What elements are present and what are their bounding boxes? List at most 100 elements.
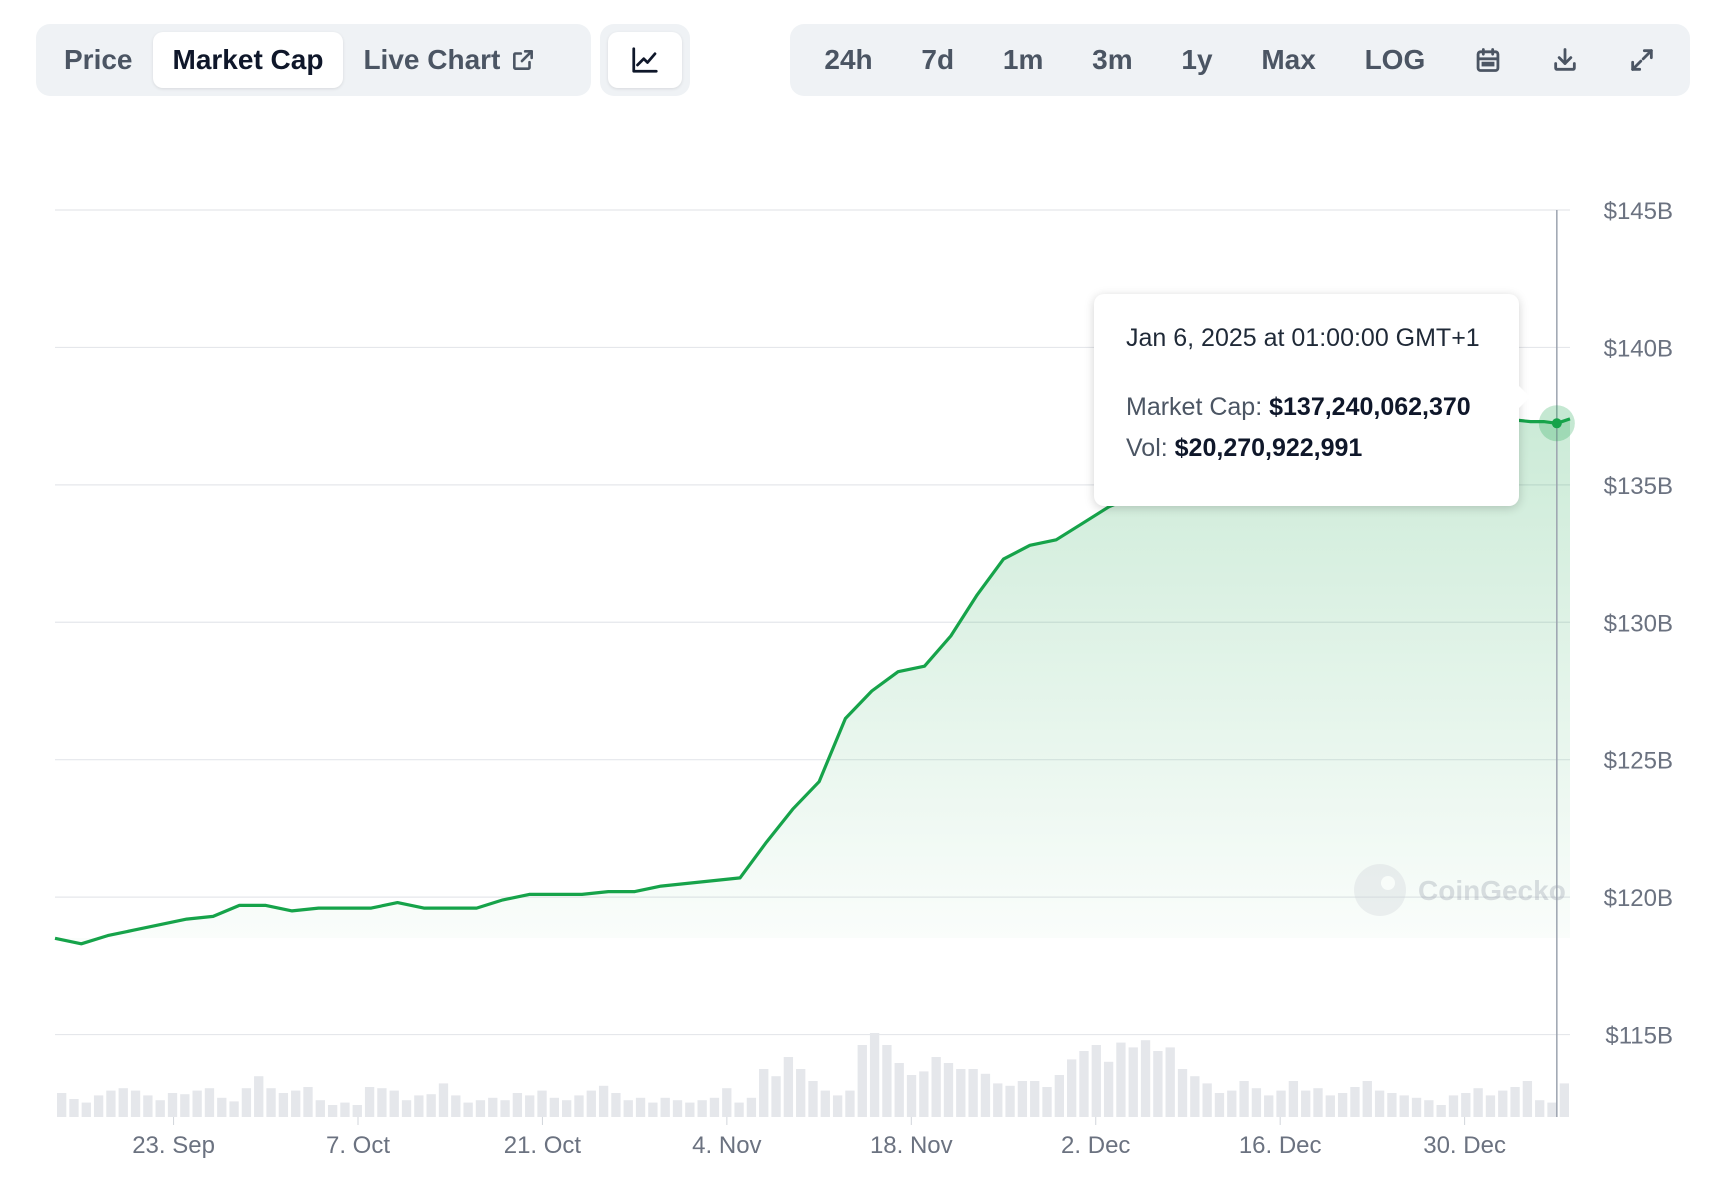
crosshair [1538,210,1575,1117]
volume-bar [167,1093,178,1117]
y-tick-label: $125B [1604,748,1673,775]
tooltip-vol-value: $20,270,922,991 [1174,434,1363,462]
tab-price-label: Price [64,44,133,75]
volume-bar [241,1088,252,1117]
volume-bar [1522,1081,1533,1117]
volume-bar [180,1094,190,1117]
y-tick-label: $145B [1604,198,1673,225]
volume-bar [69,1099,79,1117]
volume-bar [648,1102,658,1117]
tooltip-vol-label: Vol: [1126,434,1168,462]
line-chart-button[interactable] [608,32,682,88]
volume-bar [869,1033,880,1117]
volume-bar [660,1097,670,1117]
volume-bar [549,1097,559,1117]
volume-bar [857,1045,867,1117]
volume-bar [968,1069,978,1117]
range-24h-label: 24h [824,44,873,75]
range-1m-button[interactable]: 1m [989,32,1057,88]
range-7d-button[interactable]: 7d [907,32,968,88]
volume-bar [1030,1081,1040,1117]
volume-bar [956,1069,966,1117]
volume-bar [315,1100,325,1117]
volume-bar [598,1085,609,1117]
volume-bar [1424,1100,1434,1117]
y-tick-label: $130B [1604,610,1673,637]
volume-bar [1251,1088,1262,1117]
range-7d-label: 7d [921,44,955,75]
volume-bar [931,1057,941,1117]
fullscreen-button[interactable] [1614,32,1670,88]
range-max-button[interactable]: Max [1247,32,1329,88]
volume-bar [635,1097,646,1117]
volume-bar [1510,1087,1520,1117]
volume-bar [414,1095,424,1117]
volume-bar [783,1057,794,1117]
tab-price[interactable]: Price [44,32,153,88]
volume-bars [57,1033,1569,1117]
download-button[interactable] [1537,32,1593,88]
volume-bar [254,1076,264,1117]
tab-live-chart[interactable]: Live Chart [343,32,556,88]
range-24h-button[interactable]: 24h [810,32,886,88]
download-icon [1551,46,1579,74]
volume-bar [697,1100,707,1117]
volume-bar [340,1102,350,1117]
volume-bar [488,1097,498,1117]
tab-market-cap[interactable]: Market Cap [152,32,344,88]
volume-bar [1140,1040,1151,1117]
volume-bar [734,1102,744,1117]
range-toolbar: 24h 7d 1m 3m 1y Max LOG [790,24,1690,96]
volume-bar [1498,1090,1508,1117]
volume-bar [796,1069,806,1117]
chart-tooltip: Jan 6, 2025 at 01:00:00 GMT+1 Market Cap… [1094,294,1519,506]
volume-bar [980,1073,991,1117]
volume-bar [106,1090,116,1117]
volume-bar [1005,1085,1015,1117]
volume-bar [1448,1095,1459,1117]
volume-bar [586,1090,596,1117]
area-fill [55,418,1570,944]
volume-bar [1399,1095,1409,1117]
volume-bar [1128,1047,1138,1117]
volume-bar [229,1101,239,1117]
range-max-label: Max [1261,44,1316,75]
x-tick-label: 7. Oct [326,1132,390,1159]
volume-bar [808,1081,818,1117]
volume-bar [57,1093,67,1117]
x-tick-label: 23. Sep [132,1132,215,1159]
volume-bar [1411,1097,1422,1117]
x-tick-label: 30. Dec [1423,1132,1506,1159]
volume-bar [882,1045,892,1117]
volume-bar [118,1088,128,1117]
volume-bar [1079,1051,1089,1117]
range-1y-button[interactable]: 1y [1167,32,1226,88]
volume-bar [352,1105,362,1117]
volume-bar [771,1076,781,1117]
x-tick-label: 2. Dec [1061,1132,1130,1159]
log-scale-button[interactable]: LOG [1351,32,1440,88]
range-3m-button[interactable]: 3m [1078,32,1146,88]
hover-point [1551,418,1562,429]
volume-bar [192,1090,202,1117]
volume-bar [1362,1081,1372,1117]
volume-bar [1350,1087,1360,1117]
volume-bar [574,1095,584,1117]
volume-bar [1485,1095,1496,1117]
volume-bar [746,1097,757,1117]
volume-bar [266,1088,276,1117]
volume-bar [1547,1102,1557,1117]
tooltip-date: Jan 6, 2025 at 01:00:00 GMT+1 [1126,324,1480,352]
volume-bar [1436,1105,1446,1117]
volume-bar [1301,1090,1311,1117]
calendar-button[interactable] [1460,32,1516,88]
volume-bar [426,1094,436,1117]
volume-bar [463,1102,473,1117]
volume-bar [1091,1045,1101,1117]
volume-bar [759,1069,769,1117]
volume-bar [500,1100,510,1117]
volume-bar [1165,1047,1175,1117]
tooltip-arrow [1518,385,1530,409]
expand-icon [1628,46,1656,74]
